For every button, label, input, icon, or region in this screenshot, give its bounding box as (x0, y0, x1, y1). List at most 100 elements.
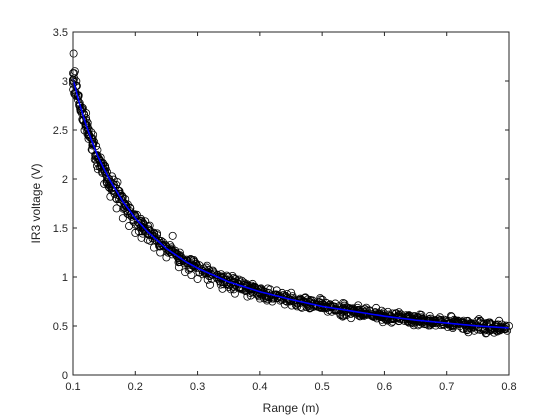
data-point (467, 320, 476, 329)
data-point (288, 294, 297, 303)
data-point (69, 49, 78, 58)
x-tick-label: 0.5 (314, 381, 329, 393)
data-point (224, 272, 233, 281)
x-tick-label: 0.6 (377, 381, 392, 393)
data-point (455, 319, 464, 328)
data-point (318, 300, 327, 309)
x-tick-label: 0.7 (439, 381, 454, 393)
data-point (89, 140, 98, 149)
x-tick-label: 0.4 (252, 381, 267, 393)
x-axis-label: Range (m) (263, 401, 320, 415)
data-point (329, 302, 338, 311)
data-point (145, 221, 154, 230)
data-point (186, 255, 195, 264)
data-point (162, 253, 171, 262)
data-point (193, 274, 202, 283)
data-point (168, 231, 177, 240)
y-tick-label: 0.5 (53, 321, 68, 333)
data-point (226, 285, 235, 294)
x-tick-label: 0.1 (65, 381, 80, 393)
x-axis: 0.1 0.2 0.3 0.4 0.5 0.6 0.7 0.8 (65, 32, 517, 393)
y-axis: 0 0.5 1 1.5 2 2.5 3 3.5 (53, 27, 509, 382)
data-point (425, 311, 434, 320)
data-point (305, 304, 314, 313)
data-point (131, 228, 140, 237)
data-point (159, 241, 168, 250)
data-point (137, 233, 146, 242)
data-point (229, 285, 238, 294)
data-point (156, 248, 165, 257)
data-point (153, 231, 162, 240)
data-point (267, 293, 276, 302)
data-point (492, 321, 501, 330)
data-point (119, 204, 128, 213)
data-point (230, 289, 239, 298)
data-point (106, 192, 115, 201)
data-point (464, 328, 473, 337)
data-point (101, 169, 110, 178)
data-point (143, 235, 152, 244)
data-point (187, 271, 196, 280)
data-point (125, 222, 134, 231)
data-point (175, 248, 184, 257)
y-tick-label: 3.5 (53, 27, 68, 39)
y-tick-label: 1 (62, 272, 68, 284)
data-point (117, 195, 126, 204)
data-point (190, 257, 199, 266)
y-tick-label: 1.5 (53, 223, 68, 235)
fit-line-layer (72, 78, 510, 329)
data-point (147, 230, 156, 239)
data-point (167, 243, 176, 252)
data-point (342, 303, 351, 312)
data-point (127, 209, 136, 218)
data-point (189, 261, 198, 270)
data-point (134, 219, 143, 228)
data-point (339, 298, 348, 307)
data-point (358, 310, 367, 319)
y-tick-label: 2.5 (53, 125, 68, 137)
x-tick-label: 0.2 (128, 381, 143, 393)
data-point (149, 243, 158, 252)
data-point (255, 294, 264, 303)
data-point (112, 204, 121, 213)
data-point (455, 322, 464, 331)
data-point (141, 226, 150, 235)
data-point (428, 319, 437, 328)
data-point (202, 263, 211, 272)
data-point (121, 202, 130, 211)
x-tick-label: 0.8 (501, 381, 516, 393)
data-point (70, 67, 79, 76)
data-point (280, 300, 289, 309)
plot-frame (72, 31, 510, 376)
data-point (293, 302, 302, 311)
data-point (343, 308, 352, 317)
data-point (134, 227, 143, 236)
data-point (203, 275, 212, 284)
data-point (474, 315, 483, 324)
data-point (469, 323, 478, 332)
data-point (206, 280, 215, 289)
y-tick-label: 2 (62, 174, 68, 186)
data-point (347, 314, 356, 323)
data-point (339, 303, 348, 312)
data-point (90, 155, 99, 164)
y-tick-label: 3 (62, 76, 68, 88)
data-point (218, 284, 227, 293)
data-point (97, 159, 106, 168)
data-point (480, 320, 489, 329)
data-point (109, 180, 118, 189)
data-point (115, 191, 124, 200)
x-tick-label: 0.3 (190, 381, 205, 393)
fit-line (72, 78, 510, 329)
data-point (100, 179, 109, 188)
data-point (87, 128, 96, 137)
data-point (500, 324, 509, 333)
data-point (268, 297, 277, 306)
data-point (493, 324, 502, 333)
data-point (477, 317, 486, 326)
y-axis-label: IR3 voltage (V) (29, 163, 43, 243)
data-point (93, 165, 102, 174)
data-point (243, 292, 252, 301)
y-tick-label: 0 (62, 370, 68, 382)
